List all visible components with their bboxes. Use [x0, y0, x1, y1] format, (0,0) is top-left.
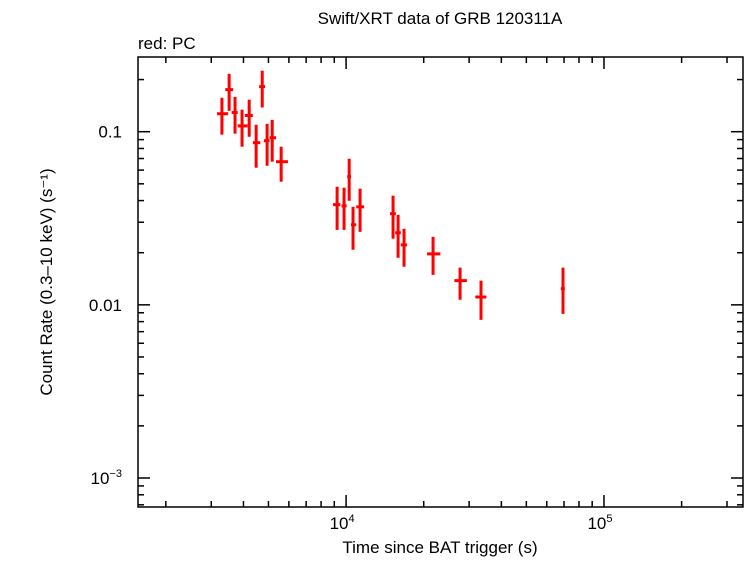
plot-frame [137, 56, 744, 508]
x-tick-label: 105 [587, 513, 612, 533]
x-tick-exponent: 5 [606, 513, 612, 525]
data-point [347, 158, 352, 201]
data-point [225, 73, 234, 111]
data-point [341, 187, 347, 230]
y-tick-label: 10−3 [91, 468, 122, 488]
data-point [231, 96, 238, 134]
data-point [252, 124, 261, 168]
data-point [237, 109, 248, 147]
data-point [395, 214, 401, 258]
data-point [333, 186, 341, 230]
x-axis-label: Time since BAT trigger (s) [342, 538, 537, 557]
data-point [217, 97, 229, 135]
data-point [560, 267, 565, 314]
x-tick-exponent: 4 [348, 513, 354, 525]
data-point [263, 123, 270, 166]
tick-labels: 104 105 0.1 0.01 10−3 [89, 123, 613, 533]
axis-ticks [138, 57, 743, 507]
data-point [356, 188, 365, 232]
x-tick-label: 104 [330, 513, 355, 533]
y-tick-label: 0.01 [89, 296, 122, 315]
data-point [454, 267, 467, 300]
data-point [351, 206, 357, 250]
data-point [389, 195, 396, 239]
chart-title: Swift/XRT data of GRB 120311A [318, 9, 563, 28]
y-tick-label: 0.1 [98, 123, 122, 142]
data-point [427, 236, 441, 275]
data-point [400, 228, 408, 267]
y-axis-label: Count Rate (0.3–10 keV) (s⁻¹) [37, 168, 56, 395]
y-tick-exponent: −3 [109, 468, 122, 480]
data-points [217, 70, 565, 320]
data-point [475, 280, 487, 320]
data-point [244, 99, 253, 137]
data-point [276, 146, 288, 182]
data-point [269, 119, 277, 162]
data-point [259, 70, 266, 108]
chart-subtitle: red: PC [138, 34, 196, 53]
